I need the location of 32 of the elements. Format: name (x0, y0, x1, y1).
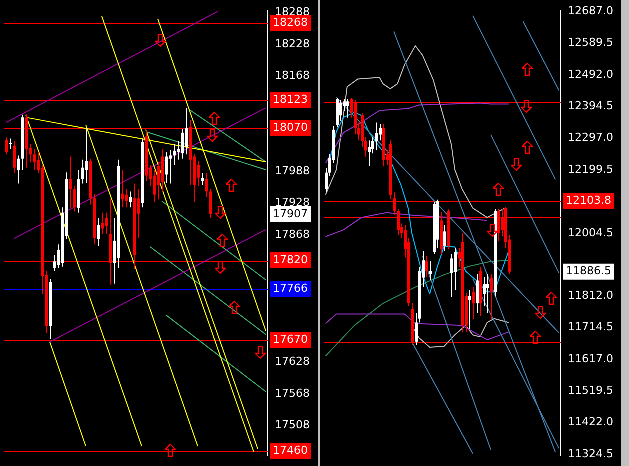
y-tick-label: 18288 (275, 6, 310, 19)
y-tick-label: 11812.0 (568, 288, 614, 302)
y-tick-label: 11714.5 (568, 320, 614, 334)
ref-line-label: 12103.8 (566, 194, 612, 208)
ref-line-label: 17460 (273, 444, 308, 458)
y-tick-label: 11617.0 (568, 352, 614, 366)
y-tick-label: 12199.5 (568, 162, 614, 176)
text: 17907 (273, 207, 308, 220)
y-tick-label: 11422.0 (568, 416, 614, 429)
y-tick-label: 12297.0 (568, 131, 614, 144)
y-tick-label: 17508 (275, 418, 310, 432)
y-tick-label: 12004.5 (568, 226, 614, 240)
y-tick-label: 17568 (275, 386, 310, 400)
y-tick-label: 11519.5 (568, 384, 614, 398)
y-tick-label: 17628 (275, 355, 310, 368)
y-tick-label: 12492.0 (568, 68, 614, 81)
y-tick-label: 12394.5 (568, 100, 614, 113)
ref-line-label: 18070 (273, 121, 308, 134)
y-tick-label: 17868 (275, 228, 310, 241)
ref-line-label: 18123 (273, 92, 308, 106)
ref-line-label: 17670 (273, 332, 308, 346)
text: 11886.5 (566, 264, 612, 278)
ref-line-label: 17820 (273, 253, 308, 266)
y-tick-label: 17928 (275, 196, 310, 210)
ref-line-label: 18268 (273, 16, 308, 30)
y-tick-label: 11324.5 (568, 447, 614, 460)
y-tick-label: 18168 (275, 69, 310, 82)
y-tick-label: 12687.0 (568, 4, 614, 18)
ref-line-label: 17766 (273, 282, 308, 295)
y-tick-label: 18228 (275, 37, 310, 50)
y-tick-label: 17988 (275, 164, 310, 178)
y-tick-label: 12589.5 (568, 36, 614, 50)
